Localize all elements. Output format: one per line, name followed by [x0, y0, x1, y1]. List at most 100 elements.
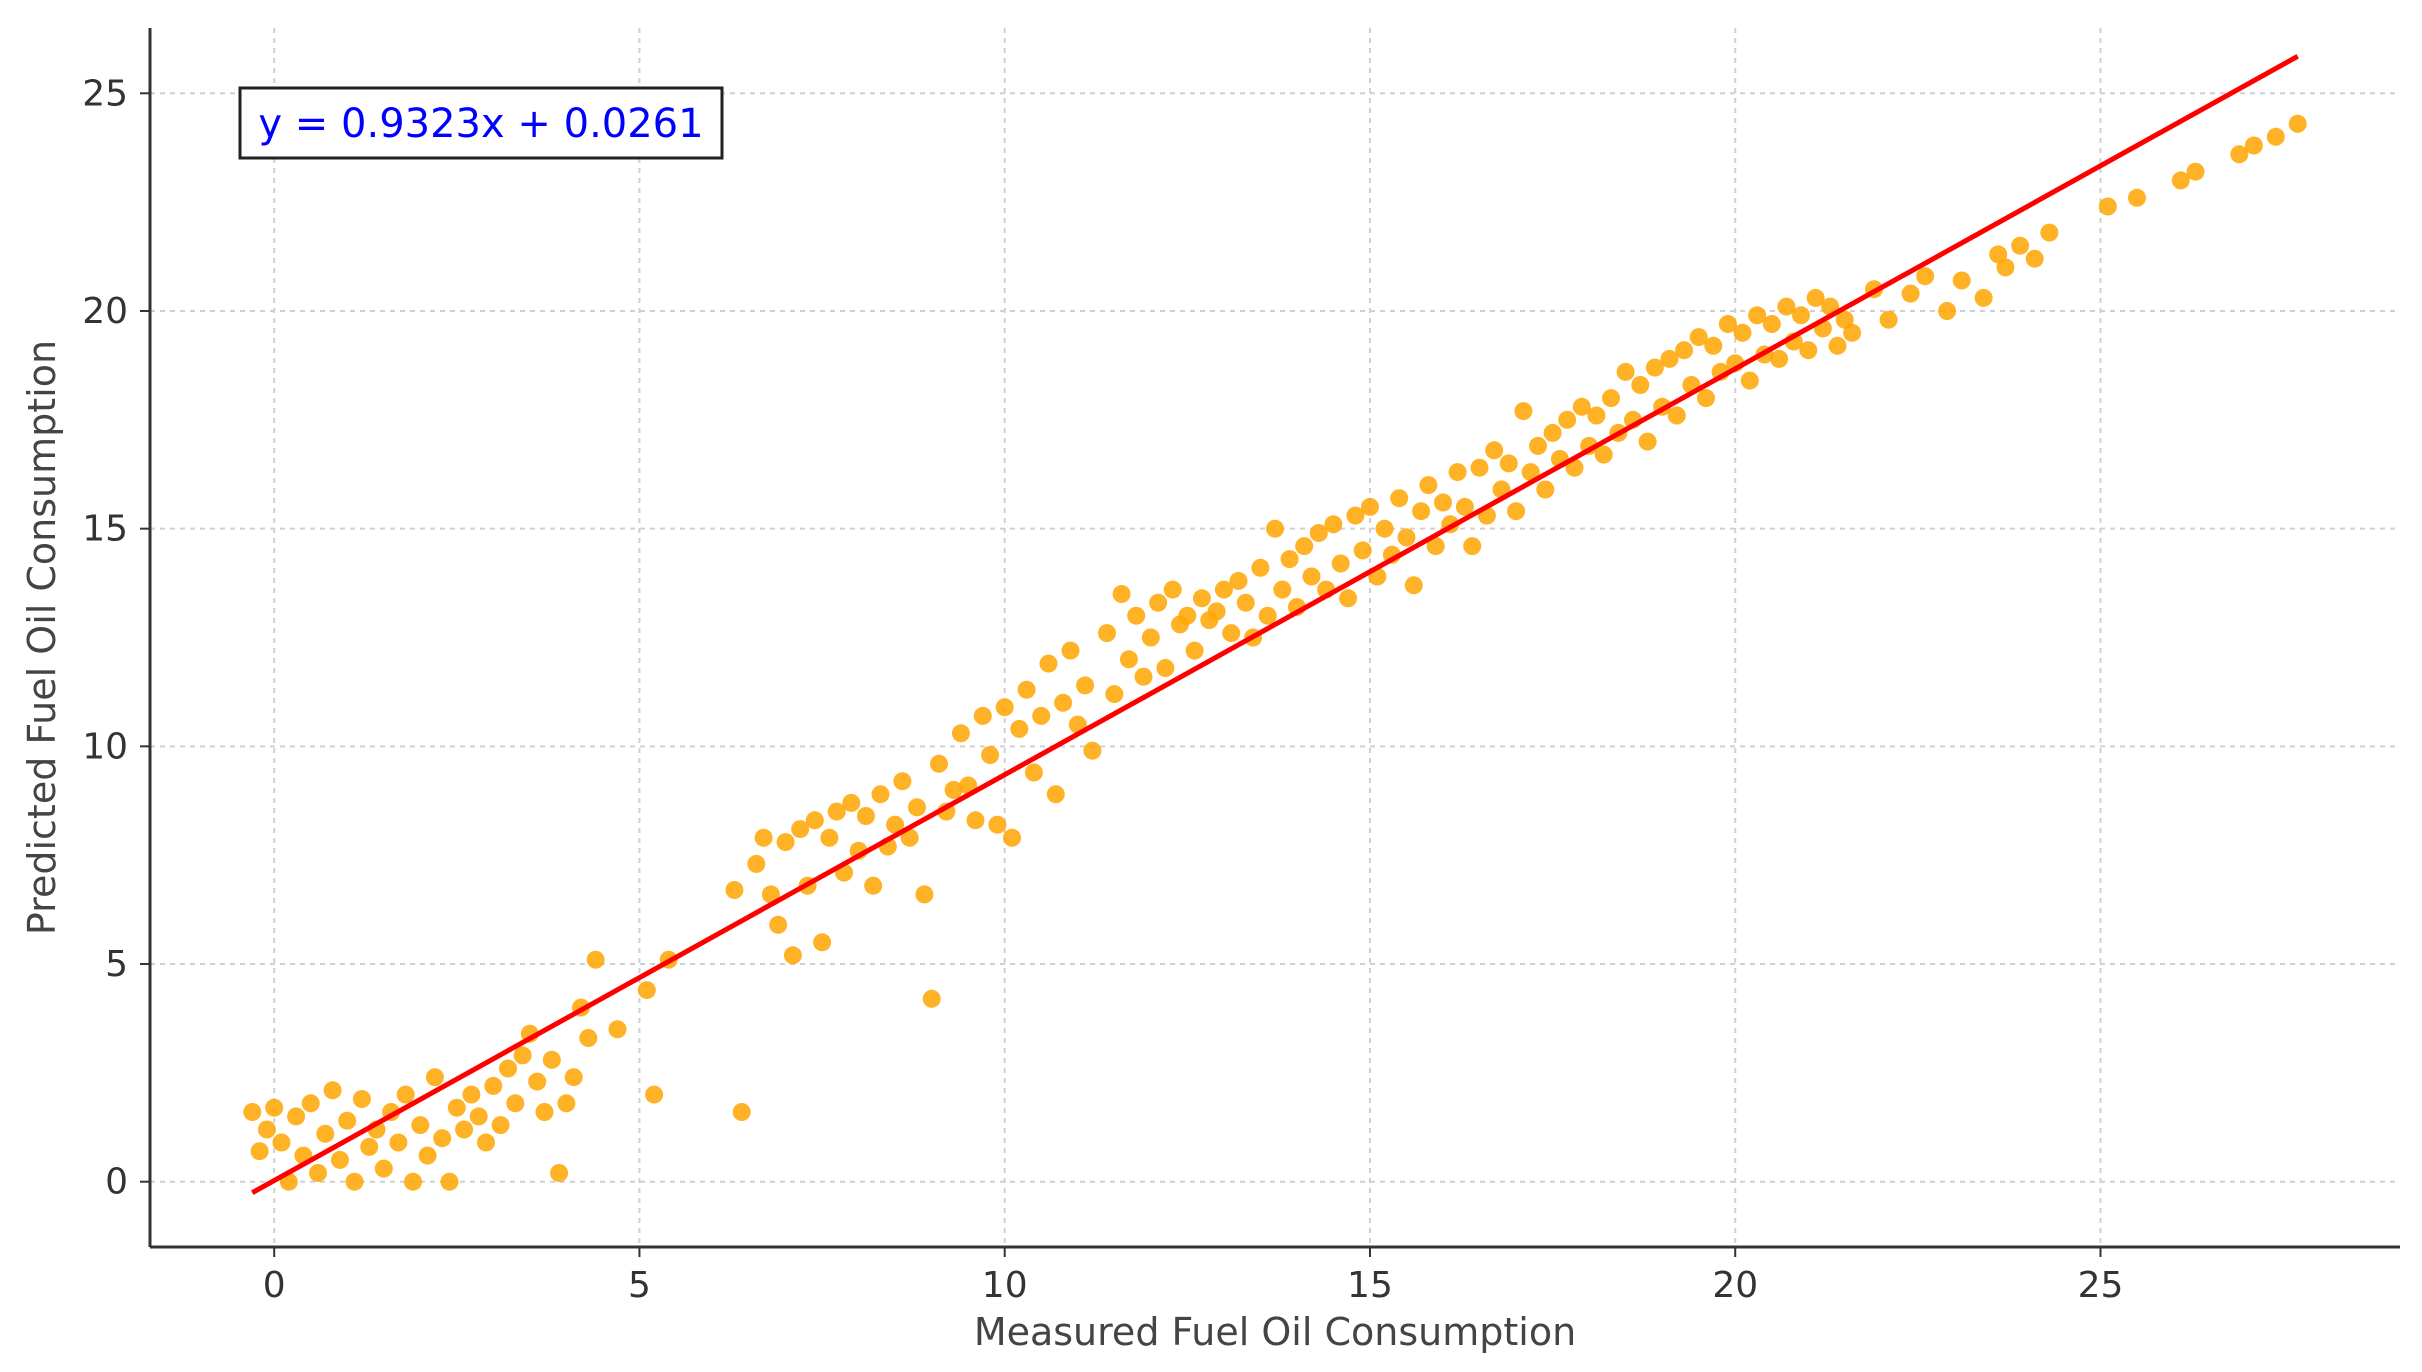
data-point	[827, 802, 846, 821]
data-point	[1046, 785, 1065, 804]
data-point	[1594, 445, 1613, 464]
equation-box	[238, 86, 724, 160]
data-point	[805, 811, 824, 830]
data-point	[1733, 323, 1752, 342]
data-point	[1434, 493, 1452, 512]
data-point	[506, 1094, 525, 1113]
data-point	[1740, 371, 1759, 390]
data-point	[2186, 162, 2205, 181]
y-tick-label: 0	[105, 1162, 128, 1203]
data-point	[396, 1085, 415, 1104]
data-point	[1455, 497, 1474, 516]
data-point	[550, 1164, 569, 1182]
x-tick-label: 20	[1712, 1265, 1758, 1306]
data-point	[1134, 667, 1153, 686]
data-point	[447, 1098, 466, 1117]
data-point	[871, 785, 890, 804]
data-point	[886, 815, 905, 834]
data-point	[1076, 676, 1095, 695]
data-point	[374, 1159, 393, 1178]
data-point	[484, 1076, 503, 1095]
data-point	[1346, 506, 1365, 525]
data-point	[1828, 336, 1847, 355]
data-point	[491, 1116, 510, 1135]
axes: 0 5 10 15 20 25 0 5 10 15 20 25 Measured Fuel Oil Co…	[20, 28, 2400, 1354]
data-point	[995, 698, 1014, 717]
data-point	[1792, 306, 1810, 325]
x-tick-label: 15	[1347, 1265, 1393, 1306]
y-tick-label: 10	[82, 726, 128, 767]
data-point	[1032, 706, 1051, 725]
data-point	[440, 1172, 459, 1191]
data-point	[1375, 519, 1394, 538]
data-point	[1353, 541, 1372, 560]
data-point	[272, 1133, 291, 1152]
data-point	[1938, 302, 1957, 320]
data-point	[1718, 315, 1737, 333]
data-point	[1507, 502, 1526, 521]
data-point	[1397, 528, 1416, 547]
data-point	[1039, 654, 1058, 673]
data-point	[1799, 341, 1818, 360]
data-point	[637, 981, 656, 1000]
data-point	[776, 833, 795, 852]
x-axis-label: Measured Fuel Oil Consumption	[974, 1310, 1576, 1354]
data-point	[1660, 349, 1679, 368]
data-point	[1667, 406, 1686, 425]
data-point	[265, 1098, 284, 1117]
y-tick-label: 25	[82, 73, 128, 114]
data-point	[1777, 297, 1796, 316]
data-point	[477, 1133, 495, 1152]
data-point	[564, 1068, 583, 1087]
data-point	[2040, 223, 2059, 242]
data-point	[1309, 524, 1328, 542]
data-point	[1704, 336, 1723, 355]
data-point	[1675, 341, 1694, 360]
data-point	[783, 946, 802, 965]
data-point	[1514, 402, 1533, 421]
data-point	[1156, 659, 1175, 677]
data-point	[1229, 571, 1248, 590]
data-point	[1587, 406, 1606, 425]
data-point	[404, 1172, 422, 1191]
x-tick-label: 25	[2078, 1265, 2124, 1306]
data-point	[1324, 515, 1343, 534]
data-point	[1141, 628, 1160, 647]
data-point	[813, 933, 832, 952]
data-point	[908, 798, 926, 817]
data-point	[1521, 463, 1540, 482]
data-point	[1770, 349, 1789, 368]
data-point	[747, 854, 766, 873]
data-point	[1258, 606, 1277, 625]
data-point	[1098, 624, 1116, 643]
data-point	[1192, 589, 1211, 608]
data-point	[1426, 537, 1445, 556]
data-point	[1266, 519, 1284, 538]
data-point	[1602, 389, 1620, 408]
data-point	[352, 1090, 371, 1108]
data-point	[1339, 589, 1358, 608]
equation-text: y = 0.9323x + 0.0261	[258, 101, 703, 147]
data-point	[2230, 145, 2249, 164]
data-point	[930, 754, 948, 773]
data-point	[2011, 236, 2030, 255]
data-point	[1105, 685, 1124, 704]
data-point	[499, 1059, 517, 1078]
data-point	[1543, 423, 1562, 442]
data-point	[1149, 593, 1168, 612]
data-point	[579, 1029, 598, 1047]
data-point	[1178, 606, 1197, 625]
data-point	[1127, 606, 1146, 625]
data-point	[1835, 310, 1854, 329]
data-point	[1112, 585, 1131, 603]
x-tick-label: 0	[263, 1265, 286, 1306]
x-tick-label: 5	[628, 1265, 651, 1306]
data-point	[2266, 127, 2285, 146]
data-point	[309, 1164, 327, 1182]
data-point	[301, 1094, 320, 1113]
data-point	[1302, 567, 1321, 586]
data-point	[645, 1085, 664, 1104]
data-point	[257, 1120, 276, 1139]
y-tick-label: 15	[82, 509, 128, 550]
data-point	[411, 1116, 430, 1135]
